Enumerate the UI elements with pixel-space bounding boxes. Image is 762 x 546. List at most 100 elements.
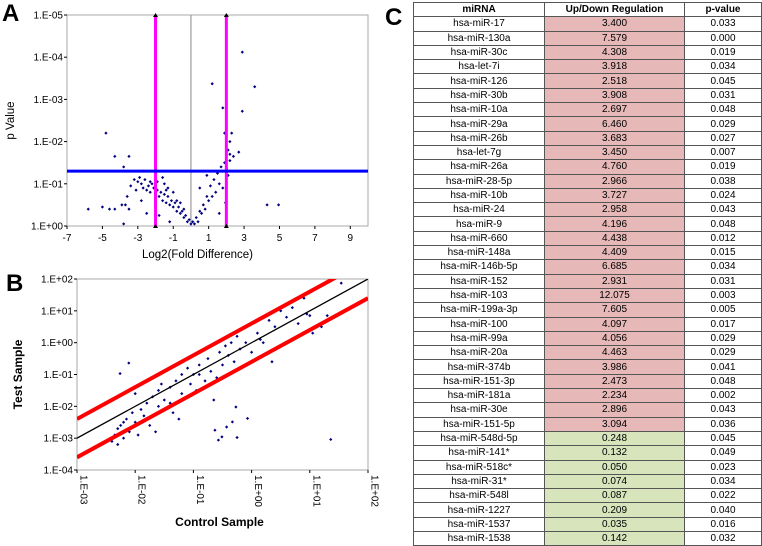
volcano-point: [157, 194, 161, 199]
volcano-point: [228, 140, 232, 144]
mirna-cell: hsa-miR-17: [413, 16, 545, 32]
x-tick-label-b: 1.E+01: [310, 475, 321, 507]
scatter-point: [209, 369, 213, 373]
table-row: hsa-miR-151-5p 3.094 0.036: [413, 416, 762, 432]
scatter-point: [206, 356, 210, 361]
volcano-point: [265, 203, 269, 207]
volcano-point: [187, 218, 191, 222]
y-tick-label-b: 1.E-04: [44, 466, 74, 477]
p-value-cell: 0.024: [684, 187, 762, 204]
volcano-point: [178, 211, 182, 215]
x-axis-label-b: Control Sample: [175, 515, 264, 529]
volcano-point: [182, 207, 186, 211]
volcano-point: [198, 209, 202, 213]
table-row: hsa-miR-26b 3.683 0.027: [413, 130, 762, 146]
table-row: hsa-miR-374b 3.986 0.041: [413, 359, 762, 375]
x-tick-label-b: 1.E+00: [252, 475, 263, 507]
regulation-cell: 3.908: [544, 87, 685, 104]
volcano-point: [171, 205, 175, 209]
scatter-point: [273, 325, 277, 329]
p-value-cell: 0.027: [684, 130, 762, 146]
scatter-point: [279, 309, 283, 313]
volcano-point: [192, 222, 197, 226]
mirna-cell: hsa-miR-10a: [413, 102, 545, 118]
volcano-point: [139, 199, 143, 203]
scatter-point: [311, 331, 315, 335]
p-value-cell: 0.048: [684, 373, 762, 390]
regulation-cell: 3.683: [544, 130, 685, 146]
table-row: hsa-miR-24 2.958 0.043: [413, 202, 762, 218]
regulation-cell: 3.450: [544, 144, 685, 161]
regulation-cell: 4.760: [544, 159, 685, 175]
p-value-cell: 0.049: [684, 445, 762, 461]
regulation-cell: 4.196: [544, 216, 685, 232]
x-tick-label-b: 1.E-03: [78, 475, 89, 505]
volcano-point: [100, 205, 105, 209]
table-row: hsa-miR-29a 6.460 0.029: [413, 116, 762, 132]
p-value-cell: 0.019: [684, 159, 762, 175]
p-value-cell: 0.012: [684, 230, 762, 247]
mirna-cell: hsa-let-7g: [413, 144, 545, 161]
volcano-point: [176, 205, 181, 209]
volcano-point: [240, 50, 244, 54]
regulation-cell: 0.035: [544, 516, 685, 532]
p-value-cell: 0.040: [684, 502, 762, 518]
table-row: hsa-miR-548d-5p 0.248 0.045: [413, 430, 762, 447]
table-row: hsa-miR-30b 3.908 0.031: [413, 87, 762, 104]
volcano-point: [129, 184, 133, 188]
scatter-point: [177, 417, 181, 421]
regulation-cell: 6.460: [544, 116, 685, 132]
regulation-cell: 2.896: [544, 402, 685, 418]
scatter-point: [235, 334, 239, 338]
panel-label-b: B: [6, 270, 24, 297]
p-value-cell: 0.045: [684, 73, 762, 89]
volcano-point: [205, 173, 209, 177]
panel-label-c: C: [385, 4, 403, 31]
y-tick-label-b: 1.E-02: [44, 402, 74, 413]
volcano-point: [148, 190, 152, 194]
mirna-cell: hsa-miR-146b-5p: [413, 259, 545, 275]
mirna-cell: hsa-miR-9: [413, 216, 545, 232]
volcano-point: [171, 190, 175, 194]
scatter-point: [153, 430, 158, 434]
table-row: hsa-miR-141* 0.132 0.049: [413, 445, 762, 461]
y-axis-label-b: Test Sample: [11, 339, 25, 409]
mirna-cell: hsa-miR-151-3p: [413, 373, 545, 390]
volcano-point: [184, 213, 188, 218]
volcano-point: [194, 215, 198, 220]
p-value-cell: 0.022: [684, 488, 762, 504]
regulation-cell: 0.087: [544, 488, 685, 504]
volcano-point: [212, 177, 216, 182]
regulation-cell: 7.605: [544, 302, 685, 318]
scatter-point: [121, 420, 126, 424]
mirna-cell: hsa-miR-1227: [413, 502, 545, 518]
header-p-value: p-value: [684, 1, 762, 18]
y-tick-label-b: 1.E-03: [44, 434, 74, 445]
volcano-point: [178, 201, 182, 205]
p-value-cell: 0.007: [684, 144, 762, 161]
scatter-point: [130, 411, 134, 415]
table-row: hsa-miR-146b-5p 6.685 0.034: [413, 259, 762, 275]
panel-label-a: A: [2, 0, 20, 27]
volcano-point: [145, 211, 149, 215]
scatter-point: [203, 379, 207, 383]
mirna-cell: hsa-miR-28-5p: [413, 173, 545, 189]
scatter-point: [267, 318, 271, 322]
volcano-point: [161, 199, 165, 203]
scatter-point: [325, 314, 329, 318]
p-value-cell: 0.034: [684, 59, 762, 75]
mirna-cell: hsa-miR-30e: [413, 402, 545, 418]
p-value-cell: 0.036: [684, 416, 762, 432]
scatter-point: [118, 371, 122, 376]
regulation-cell: 0.132: [544, 445, 685, 461]
table-row: hsa-miR-660 4.438 0.012: [413, 230, 762, 247]
scatter-point: [220, 435, 224, 439]
regulation-cell: 6.685: [544, 259, 685, 275]
table-row: hsa-let-7g 3.450 0.007: [413, 144, 762, 161]
regulation-cell: 2.697: [544, 102, 685, 118]
scatter-point: [217, 350, 222, 354]
p-value-cell: 0.032: [684, 530, 762, 546]
volcano-point: [219, 165, 223, 169]
table-row: hsa-miR-199a-3p 7.605 0.005: [413, 302, 762, 318]
scatter-point: [290, 306, 294, 310]
